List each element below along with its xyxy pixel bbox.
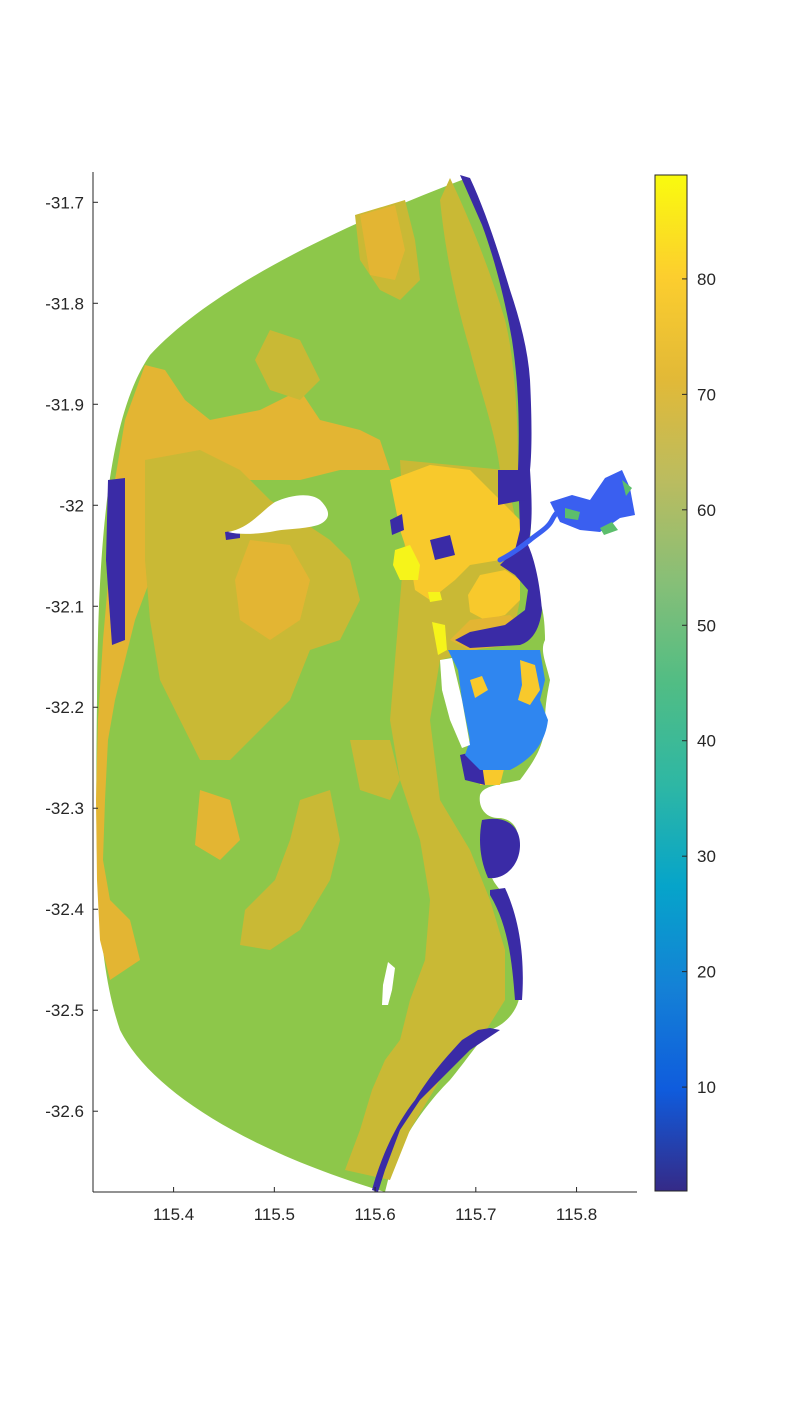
y-tick-label: -32.6 bbox=[45, 1102, 84, 1121]
colorbar-tick-label: 40 bbox=[697, 732, 716, 751]
colorbar-tick-label: 10 bbox=[697, 1078, 716, 1097]
plot-area bbox=[96, 175, 635, 1192]
colorbar: 10 20 30 40 50 60 70 80 bbox=[654, 174, 716, 1192]
colorbar-tick-label: 70 bbox=[697, 385, 716, 404]
axes bbox=[92, 172, 637, 1193]
coastal-margin bbox=[455, 175, 542, 648]
colorbar-tick-label: 30 bbox=[697, 847, 716, 866]
hotspot bbox=[393, 545, 420, 580]
y-tick-label: -32.2 bbox=[45, 698, 84, 717]
x-tick-label: 115.4 bbox=[153, 1205, 194, 1224]
y-tick-label: -31.9 bbox=[45, 395, 84, 414]
x-axis-ticks: 115.4 115.5 115.6 115.7 115.8 bbox=[153, 1187, 597, 1224]
x-tick-label: 115.6 bbox=[354, 1205, 395, 1224]
colorbar-ticks: 10 20 30 40 50 60 70 80 bbox=[682, 270, 716, 1097]
colorbar-tick-label: 50 bbox=[697, 616, 716, 635]
y-tick-label: -32.1 bbox=[45, 597, 84, 616]
colorbar-tick-label: 60 bbox=[697, 501, 716, 520]
y-tick-label: -31.8 bbox=[45, 294, 84, 313]
x-tick-label: 115.7 bbox=[455, 1205, 496, 1224]
y-tick-label: -32.5 bbox=[45, 1001, 84, 1020]
island-north bbox=[228, 495, 329, 534]
island-south bbox=[382, 962, 395, 1005]
y-tick-label: -32.4 bbox=[45, 900, 84, 919]
x-tick-label: 115.8 bbox=[556, 1205, 597, 1224]
x-tick-label: 115.5 bbox=[254, 1205, 295, 1224]
y-tick-label: -32 bbox=[59, 496, 84, 515]
y-tick-label: -31.7 bbox=[45, 193, 84, 212]
colorbar-tick-label: 20 bbox=[697, 963, 716, 982]
nearshore-band bbox=[440, 178, 518, 470]
y-axis-ticks: -31.7 -31.8 -31.9 -32 -32.1 -32.2 -32.3 -32.4 -3… bbox=[45, 193, 98, 1121]
island-central bbox=[440, 658, 470, 748]
colorbar-tick-label: 80 bbox=[697, 270, 716, 289]
colorbar-gradient bbox=[654, 174, 688, 1192]
west-strip bbox=[106, 478, 125, 645]
harbour-patches bbox=[390, 465, 520, 600]
y-tick-label: -32.3 bbox=[45, 799, 84, 818]
